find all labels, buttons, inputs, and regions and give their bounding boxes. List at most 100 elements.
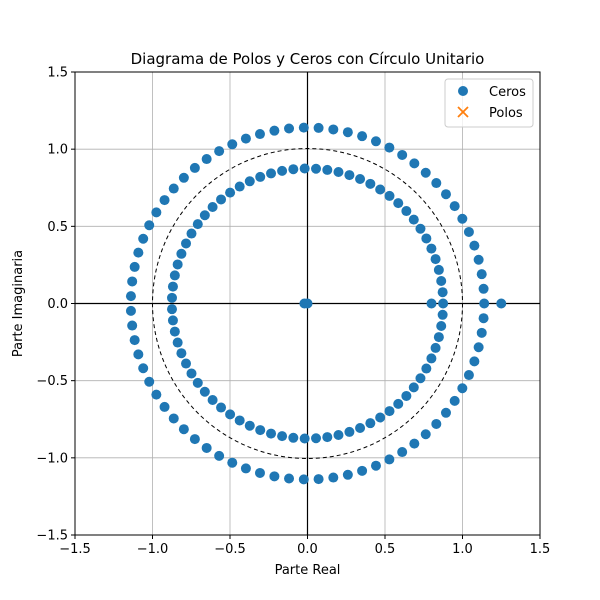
zero-point [436,275,447,286]
y-tick-label: −0.5 [36,374,68,389]
zero-point [189,162,200,173]
zero-point [181,358,192,369]
zero-point [496,298,507,309]
zero-point [298,474,309,485]
zero-point [426,298,437,309]
zero-point [266,168,277,179]
zero-point [313,474,324,485]
zero-point [478,313,489,324]
zero-point [426,353,437,364]
zero-point [409,438,420,449]
zero-point [409,158,420,169]
zero-point [333,167,344,178]
zero-point [227,139,238,150]
zero-point [129,261,140,272]
zero-point [328,124,339,135]
zero-point [449,395,460,406]
zero-point [344,170,355,181]
zero-point [384,454,395,465]
zero-point [408,382,419,393]
zero-point [166,292,177,303]
zero-point [186,368,197,379]
zero-point [375,184,386,195]
zero-point [384,190,395,201]
zero-point [357,131,368,142]
zero-point [284,473,295,484]
zero-point [133,349,144,360]
zero-point [344,426,355,437]
zero-point [214,450,225,461]
zero-point [322,164,333,175]
zero-point [125,291,136,302]
zero-point [299,163,310,174]
zero-point [133,247,144,258]
zero-point [201,154,212,165]
zero-point [269,125,280,136]
zero-point [234,181,245,192]
zero-point [166,304,177,315]
zero-point [478,283,489,294]
zero-point [437,309,448,320]
unit-circle [152,148,463,459]
y-tick-label: 0.5 [47,220,68,235]
zero-point [159,401,170,412]
zero-point [430,342,441,353]
zero-point [192,219,203,230]
zero-point [244,176,255,187]
zero-point [199,386,210,397]
zero-point [415,223,426,234]
zero-point [357,465,368,476]
y-axis-label: Parte Imaginaria [11,250,26,357]
zero-point [440,407,451,418]
zero-point [207,394,218,405]
zero-point [178,172,189,183]
zero-point [421,233,432,244]
legend-zero-marker [458,86,468,96]
zero-point [167,315,178,326]
x-tick-label: 0.5 [375,542,396,557]
zero-point [216,402,227,413]
legend: Ceros Polos [444,78,534,128]
zero-point [277,431,288,442]
y-tick-label: 1.5 [47,66,68,81]
zero-point [151,389,162,400]
zero-point [125,305,136,316]
x-tick-label: −1.0 [137,542,169,557]
zero-point [355,422,366,433]
zero-point [370,136,381,147]
zero-point [476,269,487,280]
zero-point [255,425,266,436]
zero-point [178,424,189,435]
zero-point [207,202,218,213]
zero-point [192,377,203,388]
zero-point [169,270,180,281]
zero-point [138,233,149,244]
zero-point [313,122,324,133]
zero-point [342,469,353,480]
zero-point [401,390,412,401]
zero-point [401,206,412,217]
zero-point [433,332,444,343]
zero-point [144,376,155,387]
zero-point [302,298,313,309]
zero-point [393,198,404,209]
zero-point [172,337,183,348]
zero-point [240,133,251,144]
zero-point [284,123,295,134]
zero-point [138,363,149,374]
zero-point [172,259,183,270]
zero-point [244,420,255,431]
zero-point [476,327,487,338]
x-axis-label: Parte Real [275,563,341,578]
zero-point [457,213,468,224]
zero-point [159,195,170,206]
zero-point [355,174,366,185]
zero-point [266,428,277,439]
zero-point [288,164,299,175]
zero-point [408,214,419,225]
y-tick-label: 0.0 [47,297,68,312]
zero-point [420,429,431,440]
zero-point [199,210,210,221]
zero-point [473,342,484,353]
